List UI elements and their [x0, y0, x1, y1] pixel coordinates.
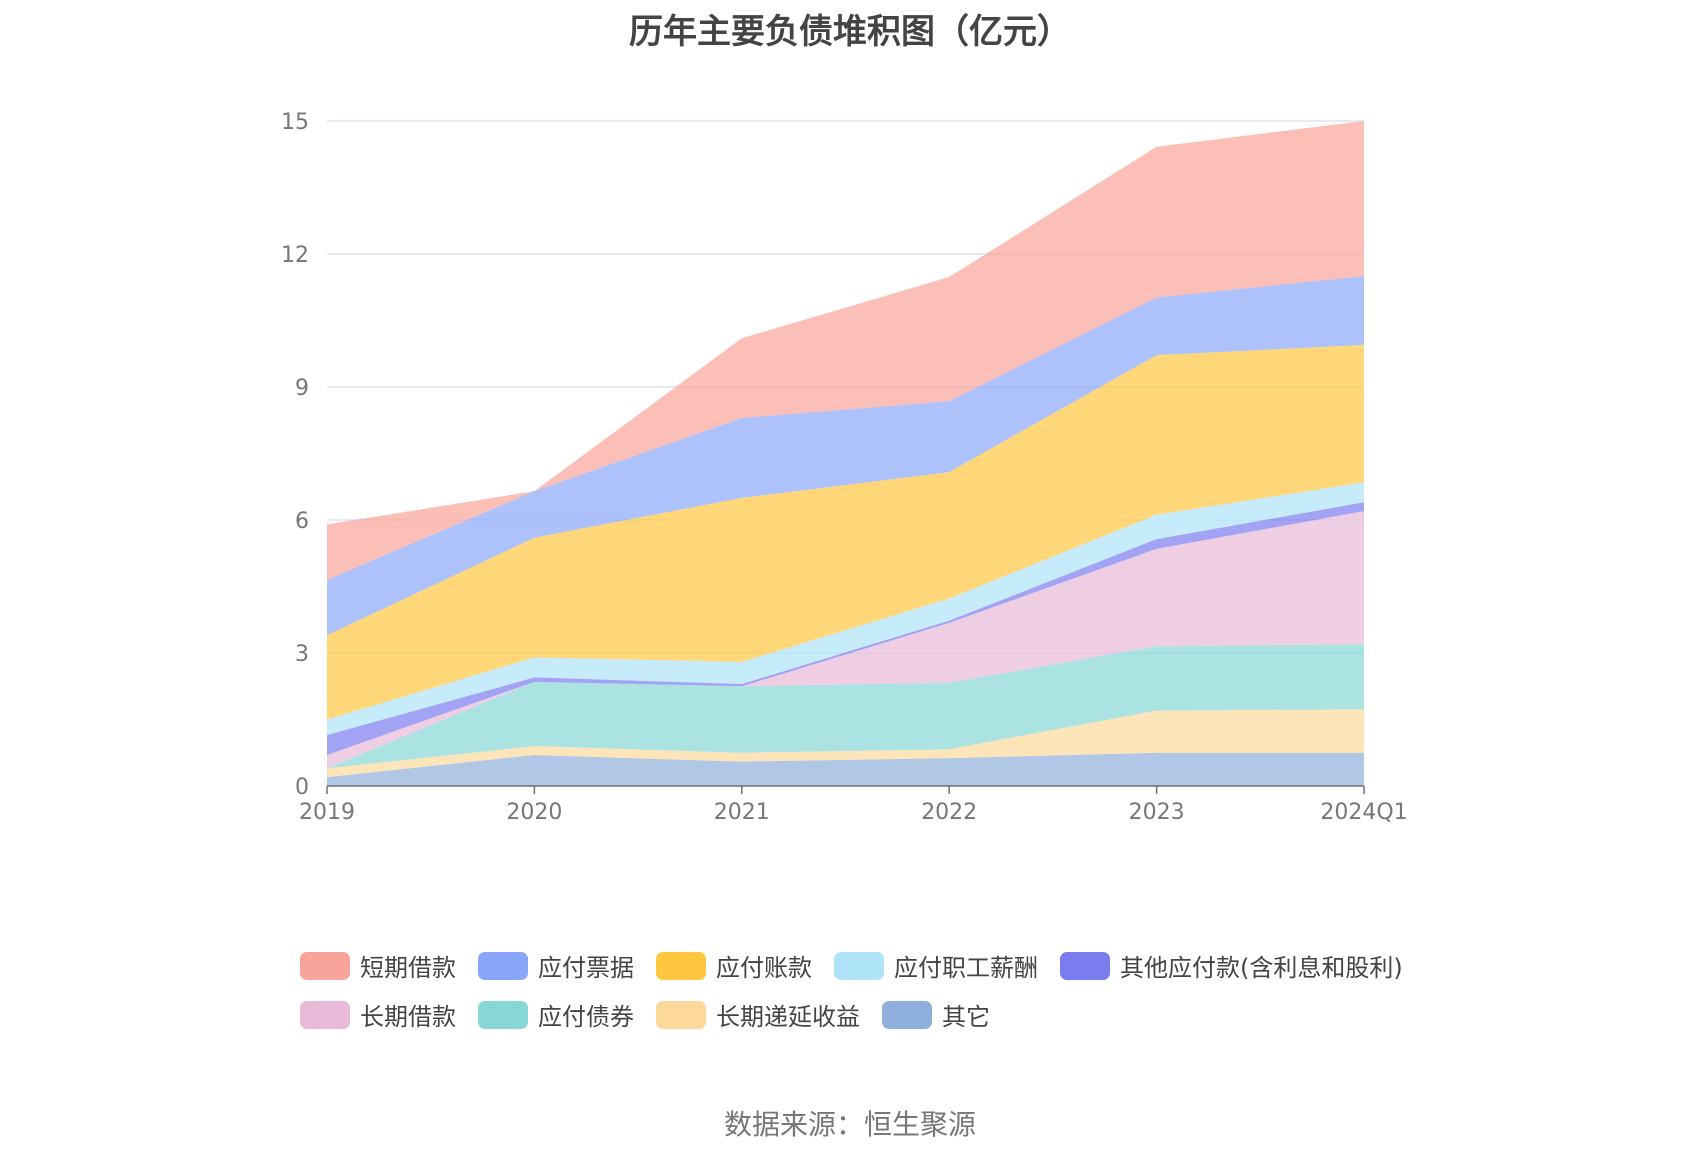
area-series-短期借款 [327, 121, 1364, 580]
area-series-长期借款 [327, 511, 1364, 769]
legend-label: 长期递延收益 [716, 1003, 860, 1031]
legend-swatch [882, 1000, 932, 1029]
legend-label: 短期借款 [360, 954, 456, 982]
stacked-areas [327, 121, 1364, 786]
x-tick-label: 2021 [714, 800, 770, 825]
chart-canvas: 0 3 6 9 12 15 2019 2020 2021 2022 2023 2024Q1 [281, 110, 1408, 825]
area-series-应付债券 [327, 644, 1364, 769]
y-tick-label: 15 [281, 110, 309, 135]
legend-swatch [300, 951, 350, 980]
area-series-应付票据 [327, 276, 1364, 636]
legend-swatch [656, 951, 706, 980]
legend-label: 应付票据 [538, 954, 634, 982]
y-tick-label: 12 [281, 243, 309, 268]
area-series-应付职工薪酬 [327, 482, 1364, 736]
legend-label: 其它 [942, 1003, 990, 1031]
area-series-其它 [327, 752, 1364, 786]
legend-label: 应付职工薪酬 [894, 954, 1038, 982]
area-series-应付账款 [327, 344, 1364, 720]
legend-item[interactable]: 应付债券 [478, 997, 634, 1032]
legend-item[interactable]: 应付票据 [478, 948, 634, 983]
legend-swatch [300, 1000, 350, 1029]
legend-label: 应付债券 [538, 1003, 634, 1031]
legend-swatch [1060, 951, 1110, 980]
data-source-note: 数据来源：恒生聚源 [723, 1108, 976, 1141]
y-tick-label: 6 [295, 509, 309, 534]
area-series-其他应付款(含利息和股利) [327, 502, 1364, 755]
legend-label: 应付账款 [716, 954, 812, 982]
chart-title: 历年主要负债堆积图（亿元） [629, 12, 1071, 52]
x-tick-label: 2024Q1 [1320, 800, 1407, 825]
x-tick-label: 2023 [1129, 800, 1185, 825]
legend-swatch [478, 1000, 528, 1029]
legend-item[interactable]: 短期借款 [300, 948, 456, 983]
y-tick-label: 3 [295, 642, 309, 667]
axes: 0 3 6 9 12 15 2019 2020 2021 2022 2023 2024Q1 [281, 110, 1408, 825]
legend-swatch [834, 951, 884, 980]
x-tick-label: 2019 [299, 800, 355, 825]
legend-item[interactable]: 其他应付款(含利息和股利) [1060, 948, 1403, 983]
legend-row: 长期借款 应付债券 长期递延收益 其它 [300, 997, 1440, 1032]
legend-swatch [656, 1000, 706, 1029]
legend-item[interactable]: 应付账款 [656, 948, 812, 983]
legend-row: 短期借款 应付票据 应付账款 应付职工薪酬 其他应付款(含利息和股利) [300, 948, 1440, 983]
y-tick-label: 0 [295, 775, 309, 800]
legend-item[interactable]: 其它 [882, 997, 990, 1032]
legend-label: 长期借款 [360, 1003, 456, 1031]
legend-item[interactable]: 长期递延收益 [656, 997, 860, 1032]
y-tick-label: 9 [295, 376, 309, 401]
area-series-长期递延收益 [327, 709, 1364, 778]
x-tick-label: 2022 [921, 800, 977, 825]
legend-swatch [478, 951, 528, 980]
x-tick-label: 2020 [506, 800, 562, 825]
legend-label: 其他应付款(含利息和股利) [1120, 954, 1403, 982]
legend: 短期借款 应付票据 应付账款 应付职工薪酬 其他应付款(含利息和股利) 长期借款 应付债券… [300, 948, 1440, 1046]
legend-item[interactable]: 应付职工薪酬 [834, 948, 1038, 983]
legend-item[interactable]: 长期借款 [300, 997, 456, 1032]
